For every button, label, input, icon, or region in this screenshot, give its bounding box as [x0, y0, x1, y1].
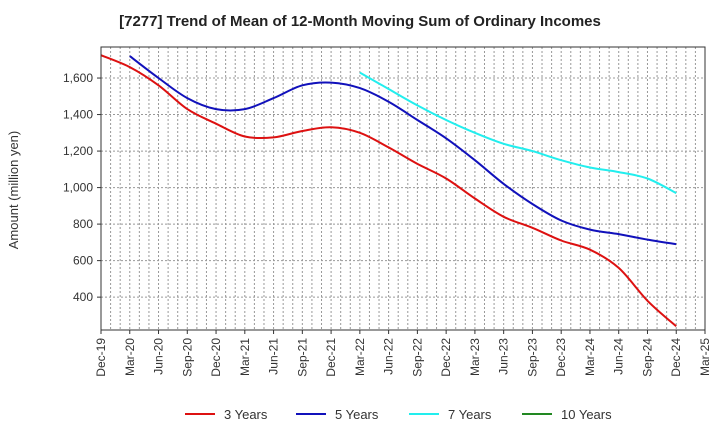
- x-tick-label: Jun-21: [267, 338, 281, 375]
- y-tick-label: 400: [73, 290, 93, 304]
- y-tick-label: 600: [73, 254, 93, 268]
- series-lines: [100, 54, 677, 328]
- x-tick-label: Dec-19: [94, 338, 108, 377]
- chart-title: [7277] Trend of Mean of 12-Month Moving …: [119, 13, 601, 30]
- x-tick-label: Dec-24: [669, 338, 683, 377]
- legend-label-10-years: 10 Years: [561, 407, 612, 422]
- x-tick-label: Dec-20: [209, 338, 223, 377]
- x-tick-label: Sep-24: [640, 338, 654, 377]
- x-tick-label: Jun-24: [612, 338, 626, 375]
- x-tick-label: Dec-21: [324, 338, 338, 377]
- y-tick-label: 1,400: [63, 108, 93, 122]
- y-tick-label: 800: [73, 217, 93, 231]
- x-tick-label: Mar-22: [353, 338, 367, 376]
- y-tick-label: 1,600: [63, 71, 93, 85]
- legend-label-5-years: 5 Years: [335, 407, 379, 422]
- x-tick-label: Dec-22: [439, 338, 453, 377]
- legend-label-7-years: 7 Years: [448, 407, 492, 422]
- x-tick-label: Dec-23: [554, 338, 568, 377]
- series-line-5-years: [129, 55, 677, 246]
- x-tick-label: Jun-23: [497, 338, 511, 375]
- series-line-7-years: [359, 71, 677, 194]
- x-tick-label: Jun-20: [152, 338, 166, 375]
- x-tick-label: Jun-22: [382, 338, 396, 375]
- x-tick-label: Sep-23: [525, 338, 539, 377]
- x-tick-label: Mar-25: [698, 338, 712, 376]
- x-tick-label: Mar-20: [123, 338, 137, 376]
- grid-lines: [101, 47, 705, 330]
- x-axis-ticks: Dec-19 Mar-20 Jun-20 Sep-20 Dec-20 Mar-21 Jun-…: [94, 330, 712, 377]
- x-tick-label: Mar-24: [583, 338, 597, 376]
- legend: 3 Years 5 Years 7 Years 10 Years: [185, 407, 612, 422]
- y-tick-label: 1,000: [63, 181, 93, 195]
- x-tick-label: Mar-23: [468, 338, 482, 376]
- series-line-3-years: [100, 54, 677, 328]
- x-tick-label: Sep-20: [180, 338, 194, 377]
- plot-area-border: [100, 46, 706, 331]
- x-tick-label: Sep-22: [410, 338, 424, 377]
- y-tick-label: 1,200: [63, 144, 93, 158]
- x-tick-label: Mar-21: [238, 338, 252, 376]
- y-axis-ticks: 400 600 800 1,000 1,200 1,400 1,600: [63, 71, 101, 304]
- x-tick-label: Sep-21: [295, 338, 309, 377]
- y-axis-label: Amount (million yen): [6, 131, 21, 250]
- legend-label-3-years: 3 Years: [224, 407, 268, 422]
